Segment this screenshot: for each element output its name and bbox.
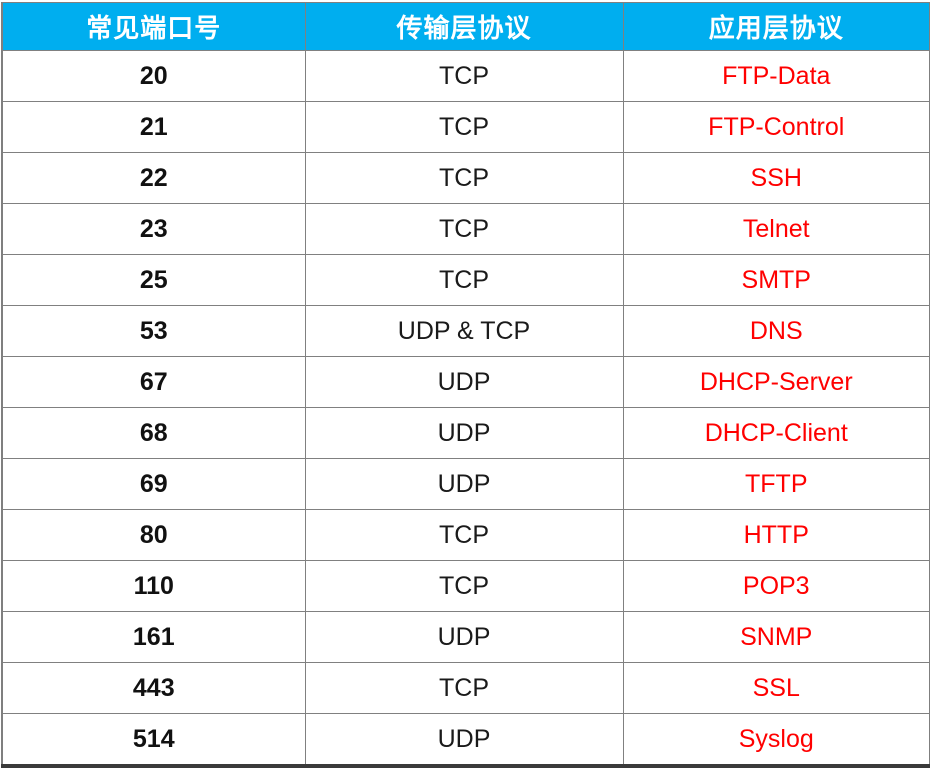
- application-cell: FTP-Data: [622, 50, 930, 102]
- transport-cell: UDP: [304, 458, 624, 510]
- port-cell: 443: [1, 662, 306, 714]
- table-row: 23 TCP Telnet: [1, 203, 930, 255]
- table-row: 25 TCP SMTP: [1, 254, 930, 306]
- application-cell: Telnet: [622, 203, 930, 255]
- port-cell: 80: [1, 509, 306, 561]
- table-row: 443 TCP SSL: [1, 662, 930, 714]
- table-row: 69 UDP TFTP: [1, 458, 930, 510]
- transport-cell: TCP: [304, 50, 624, 102]
- application-cell: DHCP-Client: [622, 407, 930, 459]
- application-cell: DHCP-Server: [622, 356, 930, 408]
- table-header: 常见端口号 传输层协议 应用层协议: [1, 2, 930, 51]
- application-cell: TFTP: [622, 458, 930, 510]
- port-cell: 23: [1, 203, 306, 255]
- application-cell: Syslog: [622, 713, 930, 767]
- port-cell: 21: [1, 101, 306, 153]
- table-row: 20 TCP FTP-Data: [1, 50, 930, 102]
- port-cell: 67: [1, 356, 306, 408]
- transport-cell: TCP: [304, 203, 624, 255]
- transport-cell: UDP: [304, 713, 624, 767]
- transport-cell: TCP: [304, 101, 624, 153]
- table-row: 514 UDP Syslog: [1, 713, 930, 767]
- table-row: 53 UDP & TCP DNS: [1, 305, 930, 357]
- table-row: 21 TCP FTP-Control: [1, 101, 930, 153]
- application-cell: POP3: [622, 560, 930, 612]
- transport-cell: UDP: [304, 407, 624, 459]
- application-cell: HTTP: [622, 509, 930, 561]
- transport-cell: TCP: [304, 560, 624, 612]
- column-header-port: 常见端口号: [1, 2, 306, 51]
- application-cell: SMTP: [622, 254, 930, 306]
- port-cell: 514: [1, 713, 306, 767]
- table-row: 67 UDP DHCP-Server: [1, 356, 930, 408]
- table-row: 80 TCP HTTP: [1, 509, 930, 561]
- table-body: 20 TCP FTP-Data 21 TCP FTP-Control 22 TC…: [1, 50, 930, 767]
- transport-cell: UDP: [304, 611, 624, 663]
- table-row: 68 UDP DHCP-Client: [1, 407, 930, 459]
- transport-cell: TCP: [304, 509, 624, 561]
- transport-cell: UDP & TCP: [304, 305, 624, 357]
- transport-cell: TCP: [304, 662, 624, 714]
- application-cell: SNMP: [622, 611, 930, 663]
- port-cell: 25: [1, 254, 306, 306]
- port-cell: 69: [1, 458, 306, 510]
- application-cell: SSL: [622, 662, 930, 714]
- application-cell: DNS: [622, 305, 930, 357]
- column-header-transport: 传输层协议: [304, 2, 624, 51]
- port-cell: 110: [1, 560, 306, 612]
- port-cell: 161: [1, 611, 306, 663]
- transport-cell: TCP: [304, 152, 624, 204]
- table-row: 110 TCP POP3: [1, 560, 930, 612]
- port-cell: 53: [1, 305, 306, 357]
- port-cell: 68: [1, 407, 306, 459]
- transport-cell: TCP: [304, 254, 624, 306]
- column-header-application: 应用层协议: [622, 2, 930, 51]
- port-cell: 20: [1, 50, 306, 102]
- application-cell: FTP-Control: [622, 101, 930, 153]
- table-row: 161 UDP SNMP: [1, 611, 930, 663]
- application-cell: SSH: [622, 152, 930, 204]
- transport-cell: UDP: [304, 356, 624, 408]
- header-row: 常见端口号 传输层协议 应用层协议: [1, 2, 930, 51]
- port-cell: 22: [1, 152, 306, 204]
- table-row: 22 TCP SSH: [1, 152, 930, 204]
